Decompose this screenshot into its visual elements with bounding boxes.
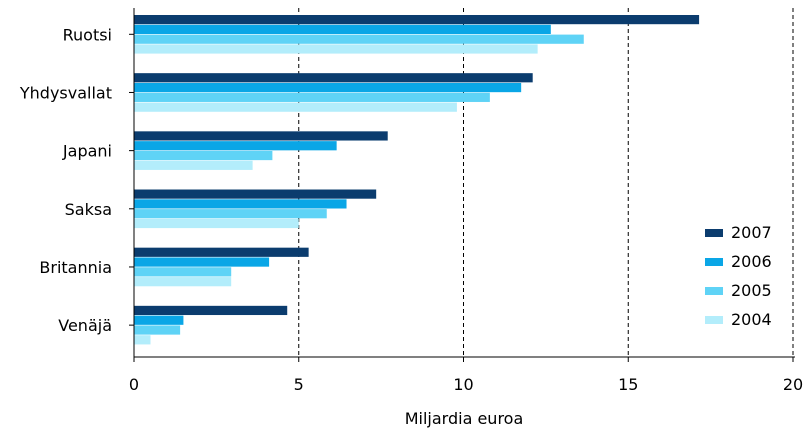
category-labels: Ruotsi Yhdysvallat Japani Saksa Britannia Ven… (19, 25, 134, 335)
bar (134, 267, 232, 277)
legend-swatch (705, 287, 723, 295)
x-tick-label: 5 (294, 375, 304, 394)
legend-label: 2004 (731, 310, 772, 329)
bar (134, 73, 533, 83)
bar (134, 160, 253, 170)
legend-swatch (705, 316, 723, 324)
bar (134, 247, 309, 257)
bar (134, 325, 181, 335)
legend-swatch (705, 258, 723, 266)
category-label: Japani (62, 142, 112, 161)
bar (134, 199, 347, 209)
legend-swatch (705, 229, 723, 237)
bar (134, 131, 388, 141)
legend-label: 2005 (731, 281, 772, 300)
legend-label: 2006 (731, 252, 772, 271)
x-tick-label: 10 (453, 375, 473, 394)
bar (134, 315, 184, 325)
axes (133, 8, 795, 358)
legend-label: 2007 (731, 223, 772, 242)
x-tick-label: 15 (618, 375, 638, 394)
bar (134, 335, 151, 345)
category-label: Britannia (39, 258, 112, 277)
bar (134, 34, 584, 44)
bar (134, 102, 457, 112)
category-label: Saksa (65, 200, 112, 219)
bar (134, 209, 327, 219)
bar (134, 305, 288, 316)
bar (134, 44, 538, 54)
x-tick-labels: 0 5 10 15 20 (129, 357, 803, 394)
bars (134, 15, 700, 345)
category-label: Ruotsi (63, 25, 112, 44)
bar (134, 218, 299, 229)
bar (134, 24, 551, 34)
bar (134, 82, 522, 93)
gridlines (298, 8, 794, 357)
x-axis-label: Miljardia euroa (405, 409, 524, 428)
category-label: Yhdysvallat (19, 83, 112, 102)
bar (134, 257, 270, 267)
x-tick-label: 0 (129, 375, 139, 394)
legend: 2007 2006 2005 2004 (705, 223, 772, 329)
x-tick-label: 20 (783, 375, 803, 394)
bar (134, 141, 337, 151)
category-label: Venäjä (58, 316, 112, 335)
bar (134, 92, 490, 102)
bar (134, 189, 377, 199)
bar (134, 277, 232, 287)
bar (134, 150, 273, 161)
bar (134, 15, 700, 25)
